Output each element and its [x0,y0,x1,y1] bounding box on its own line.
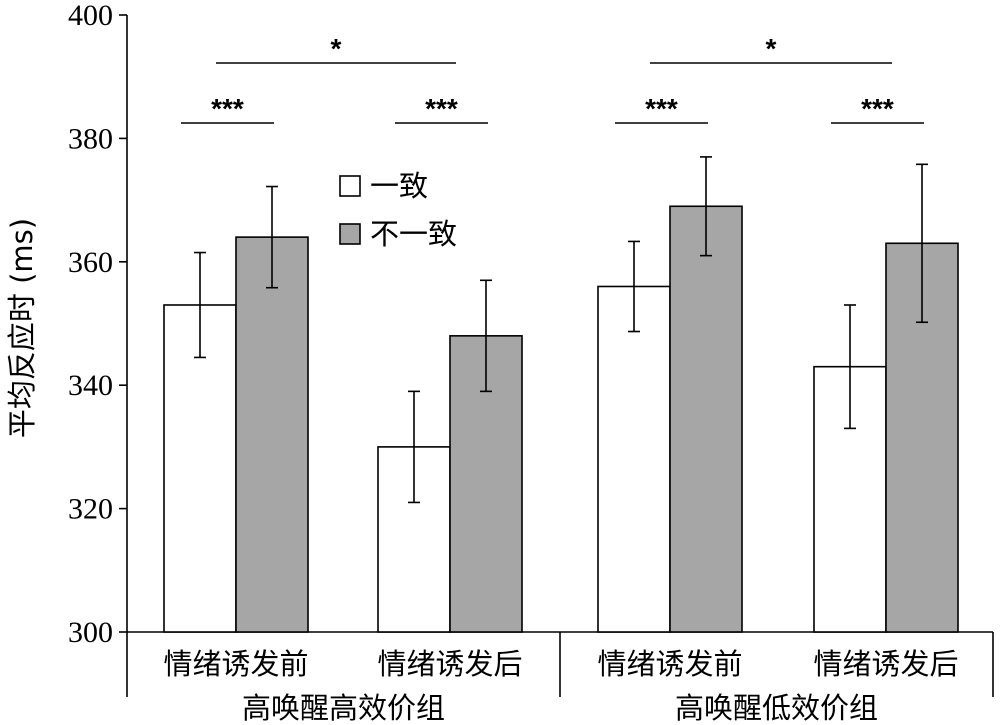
category-label: 情绪诱发前 [163,647,308,681]
y-tick-label: 400 [68,0,113,32]
group-label: 高唤醒低效价组 [675,691,878,725]
category-label: 情绪诱发后 [377,647,522,681]
bar [163,304,237,633]
bar [597,285,671,633]
significance-marker: *** [645,93,678,124]
legend-swatch [339,223,361,245]
bars [163,205,959,633]
legend-label: 不一致 [370,217,457,251]
significance-annotations: *** *** *** **** * [181,33,924,124]
y-tick-label: 360 [68,246,113,279]
error-bars [194,156,928,504]
bar [235,236,309,633]
significance-marker: *** [861,93,894,124]
category-label: 情绪诱发前 [597,647,742,681]
significance-marker: *** [425,93,458,124]
significance-marker: *** [211,93,244,124]
significance-marker: * [766,33,777,64]
legend-swatch [339,175,361,197]
y-tick-label: 300 [68,616,113,649]
bar [669,205,743,633]
category-label: 情绪诱发后 [813,647,958,681]
y-tick-label: 380 [68,122,113,155]
y-tick-label: 340 [68,369,113,402]
group-label: 高唤醒高效价组 [242,691,445,725]
y-axis-title: 平均反应时 (ms) [5,218,39,438]
significance-marker: * [331,33,342,64]
axes: 300 320 340 360 380 400 [68,0,994,697]
legend-label: 一致 [370,169,428,203]
y-tick-label: 320 [68,493,113,526]
